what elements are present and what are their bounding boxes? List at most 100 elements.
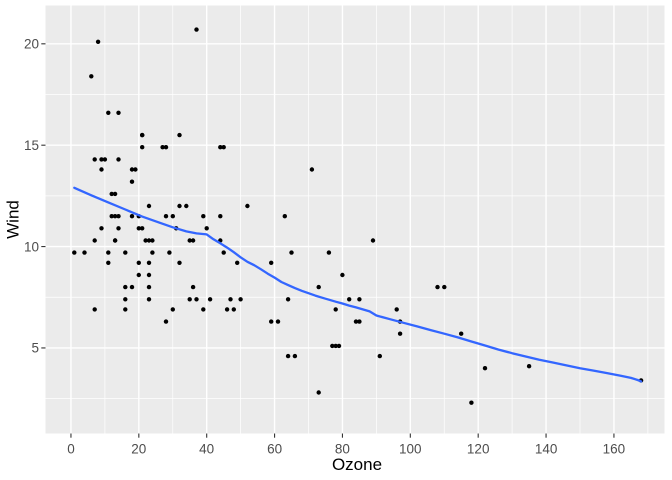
x-tick-label: 0 xyxy=(67,442,75,457)
data-point xyxy=(140,145,145,150)
data-point xyxy=(275,319,281,324)
data-point xyxy=(353,319,359,324)
data-point xyxy=(146,203,152,209)
x-axis-tick-marks xyxy=(70,433,615,438)
data-point xyxy=(116,214,121,219)
data-point xyxy=(201,307,206,312)
y-tick-label: 20 xyxy=(24,37,39,52)
data-point xyxy=(123,307,128,312)
data-point xyxy=(316,284,321,290)
data-point xyxy=(459,331,464,336)
data-point xyxy=(109,191,114,197)
data-point xyxy=(140,132,145,138)
data-point xyxy=(347,297,352,302)
data-point xyxy=(289,250,294,255)
data-point xyxy=(170,214,175,219)
data-point xyxy=(177,132,182,138)
data-point xyxy=(89,74,94,79)
data-point xyxy=(177,203,182,209)
data-point xyxy=(136,226,141,231)
data-point xyxy=(177,260,182,265)
data-point xyxy=(146,238,152,243)
data-point xyxy=(116,110,121,116)
y-tick-label: 5 xyxy=(31,341,39,356)
x-axis-tick-labels: 0 20 40 60 80 100 120 140 160 xyxy=(67,442,625,457)
data-point xyxy=(336,343,342,349)
data-point xyxy=(309,167,315,172)
x-tick-label: 160 xyxy=(603,442,626,457)
data-point xyxy=(163,319,169,324)
data-point xyxy=(146,260,152,265)
data-point xyxy=(129,284,135,290)
data-point xyxy=(92,238,97,243)
y-axis-tick-marks xyxy=(41,43,46,349)
data-point xyxy=(106,110,111,116)
data-point xyxy=(235,260,240,265)
data-point xyxy=(184,203,189,209)
data-point xyxy=(204,226,209,231)
data-point xyxy=(136,260,141,265)
data-point xyxy=(282,214,287,219)
data-point xyxy=(129,167,135,172)
data-point xyxy=(218,145,223,150)
y-axis-title: Wind xyxy=(4,200,23,239)
data-point xyxy=(207,297,213,302)
data-point xyxy=(99,226,104,231)
data-point xyxy=(285,353,291,359)
data-point xyxy=(116,157,121,162)
data-point xyxy=(106,250,111,255)
data-point xyxy=(330,343,335,349)
y-tick-label: 15 xyxy=(24,138,39,153)
data-point xyxy=(143,238,148,243)
data-point xyxy=(221,145,226,150)
data-point xyxy=(442,284,447,290)
data-point xyxy=(194,297,199,302)
data-point xyxy=(201,214,206,219)
data-point xyxy=(397,331,403,336)
data-point xyxy=(140,226,145,231)
data-point xyxy=(292,353,298,359)
data-point xyxy=(146,284,152,290)
data-point xyxy=(333,307,338,312)
data-point xyxy=(218,214,223,219)
data-point xyxy=(228,297,233,302)
x-tick-label: 100 xyxy=(399,442,422,457)
x-tick-label: 80 xyxy=(335,442,350,457)
data-point xyxy=(167,250,172,255)
data-point xyxy=(99,157,104,162)
data-point xyxy=(435,284,440,290)
data-point xyxy=(112,214,118,219)
data-point xyxy=(109,214,114,219)
data-point xyxy=(163,214,169,219)
data-point xyxy=(146,272,152,278)
y-tick-label: 10 xyxy=(24,239,39,254)
data-point xyxy=(92,307,97,312)
x-tick-label: 60 xyxy=(267,442,282,457)
data-point xyxy=(221,250,226,255)
data-point xyxy=(187,238,192,243)
x-axis-title: Ozone xyxy=(332,455,382,474)
data-point xyxy=(102,157,108,162)
data-point xyxy=(357,319,362,324)
data-point xyxy=(95,39,101,44)
y-axis-tick-labels: 5 10 15 20 xyxy=(24,37,39,356)
data-point xyxy=(394,307,399,312)
data-point xyxy=(482,366,488,371)
data-points xyxy=(72,27,644,405)
data-point xyxy=(285,297,291,302)
data-point xyxy=(231,307,236,312)
loess-smooth-line xyxy=(73,186,643,383)
data-point xyxy=(150,238,155,243)
data-point xyxy=(72,250,77,255)
data-point xyxy=(112,191,118,197)
data-point xyxy=(190,284,196,290)
data-point xyxy=(129,179,135,184)
data-point xyxy=(316,390,321,395)
data-point xyxy=(123,284,128,290)
data-point xyxy=(123,250,128,255)
data-point xyxy=(99,167,104,172)
data-point xyxy=(170,307,175,312)
data-point xyxy=(146,297,152,302)
x-tick-label: 40 xyxy=(199,442,214,457)
